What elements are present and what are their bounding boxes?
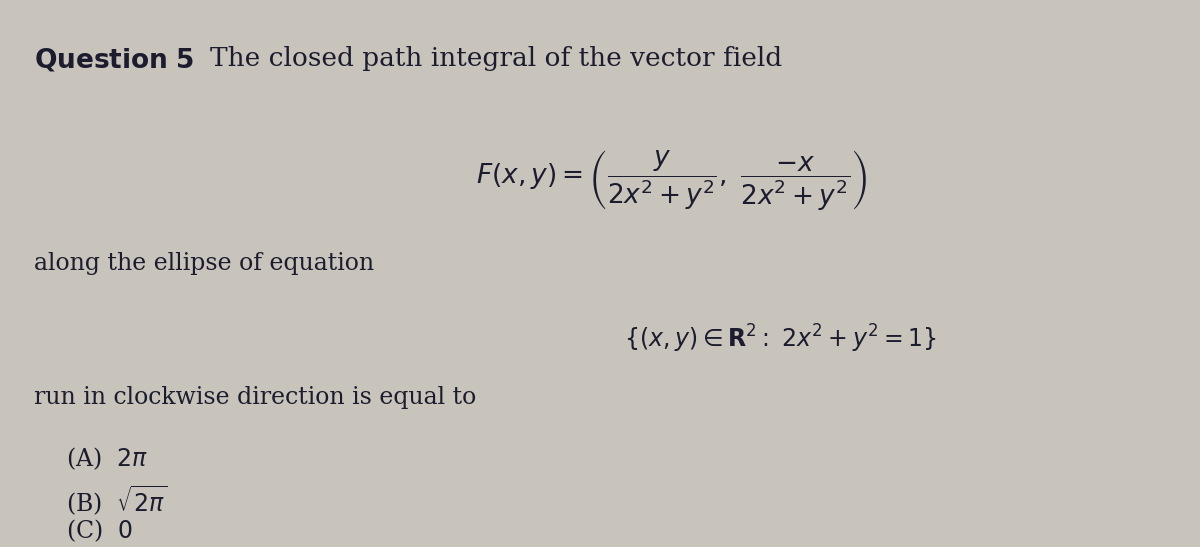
- Text: $\{(x, y) \in \mathbf{R}^2 :\ 2x^2 + y^2 = 1\}$: $\{(x, y) \in \mathbf{R}^2 :\ 2x^2 + y^2…: [624, 323, 936, 355]
- Text: The closed path integral of the vector field: The closed path integral of the vector f…: [210, 46, 782, 72]
- Text: along the ellipse of equation: along the ellipse of equation: [34, 252, 373, 275]
- Text: $\bf{Question\ 5}$: $\bf{Question\ 5}$: [34, 46, 194, 73]
- Text: $F(x, y) = \left(\dfrac{y}{2x^2 + y^2},\ \dfrac{-x}{2x^2 + y^2}\right)$: $F(x, y) = \left(\dfrac{y}{2x^2 + y^2},\…: [476, 148, 868, 212]
- Text: (C)  $0$: (C) $0$: [66, 517, 133, 544]
- Text: (A)  $2\pi$: (A) $2\pi$: [66, 446, 148, 473]
- Text: run in clockwise direction is equal to: run in clockwise direction is equal to: [34, 386, 476, 409]
- Text: (B)  $\sqrt{2\pi}$: (B) $\sqrt{2\pi}$: [66, 484, 168, 518]
